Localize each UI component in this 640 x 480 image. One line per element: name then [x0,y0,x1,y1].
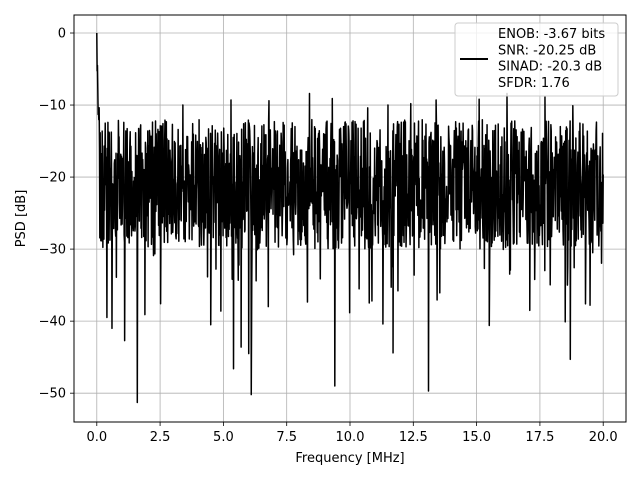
y-tick-label: 0 [58,27,66,42]
legend-box [454,22,619,97]
x-tick-label: 7.5 [276,430,297,445]
plot-area [96,33,604,404]
x-tick-label: 0.0 [86,430,107,445]
x-tick-label: 2.5 [150,430,171,445]
legend-entry-line: ENOB: -3.67 bits [498,27,605,42]
y-tick-label: −50 [39,387,66,402]
x-tick-label: 5.0 [213,430,234,445]
y-tick-label: −10 [39,99,66,114]
legend-entry-line: SNR: -20.25 dB [498,43,596,58]
x-tick-label: 20.0 [589,430,618,445]
x-tick-label: 12.5 [399,430,428,445]
legend-entry-line: SINAD: -20.3 dB [498,60,602,75]
y-axis-label: PSD [dB] [14,190,29,248]
y-tick-label: −30 [39,243,66,258]
y-axis-ticks: 0 −10 −20 −30 −40 −50 [39,27,74,402]
y-tick-label: −40 [39,315,66,330]
y-tick-label: −20 [39,171,66,186]
x-tick-label: 10.0 [336,430,365,445]
x-axis-ticks: 0.0 2.5 5.0 7.5 10.0 12.5 15.0 17.5 20.0 [86,422,618,445]
x-tick-label: 15.0 [462,430,491,445]
x-axis-label: Frequency [MHz] [295,451,404,466]
psd-series-line [96,33,604,404]
series-layer [96,33,604,404]
x-tick-label: 17.5 [525,430,554,445]
legend-entry-line: SFDR: 1.76 [498,76,570,91]
